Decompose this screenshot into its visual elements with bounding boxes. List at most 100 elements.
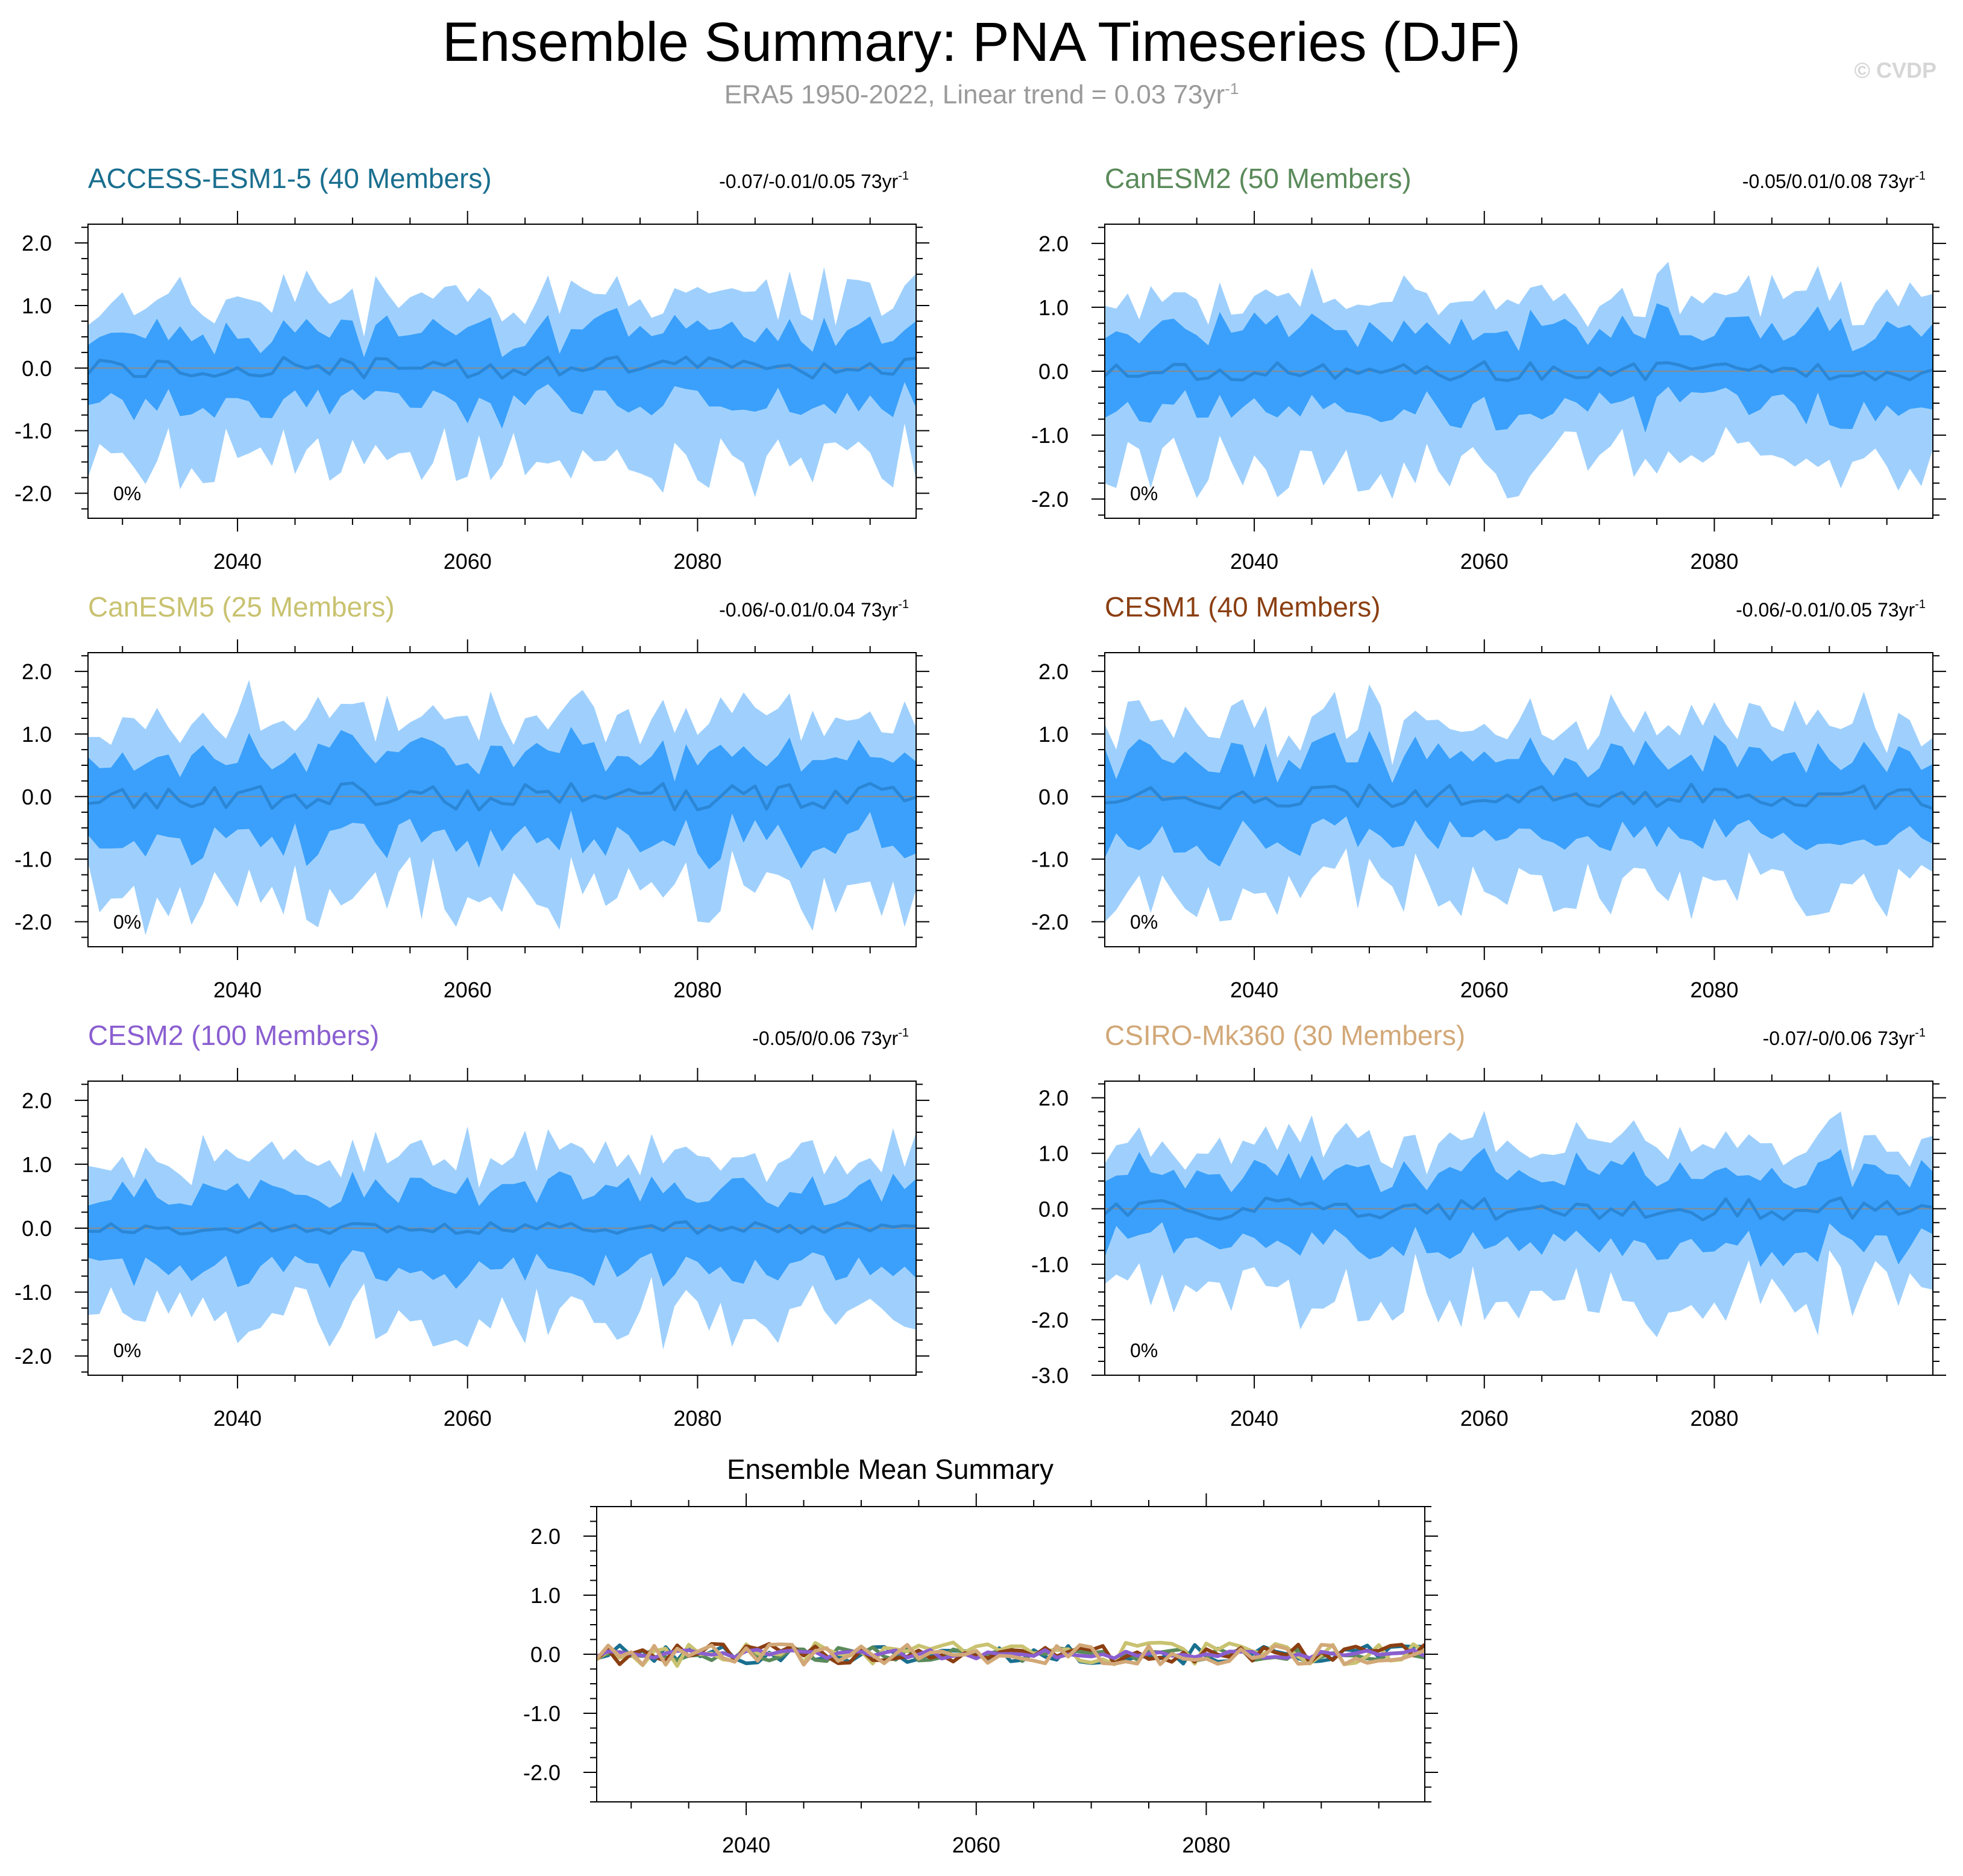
y-tick-label: 1.0 bbox=[530, 1583, 561, 1608]
trend-text: -0.05/0/0.06 73yr bbox=[752, 1027, 898, 1049]
plot-frame bbox=[87, 224, 917, 519]
x-tick-label: 2080 bbox=[1690, 977, 1738, 1002]
x-tick-label: 2080 bbox=[1690, 549, 1738, 574]
chart-panel-1: 2.0 1.0 0.0 -1.0 -2.0 2040 2060 2080 ACCESS-ESM1… bbox=[14, 163, 929, 574]
x-tick-label: 2040 bbox=[1230, 1406, 1278, 1431]
x-tick-label: 2060 bbox=[444, 1406, 492, 1431]
y-tick-label: 1.0 bbox=[22, 293, 52, 318]
y-tick-label: 0.0 bbox=[22, 785, 52, 809]
y-tick-label: -1.0 bbox=[14, 847, 52, 872]
chart-panel-3: 2.0 1.0 0.0 -1.0 -2.0 2040 2060 2080 CanESM5 (25… bbox=[14, 591, 929, 1002]
trend-text: -0.06/-0.01/0.05 73yr bbox=[1736, 599, 1915, 621]
trend-label: -0.05/0/0.06 73yr-1 bbox=[752, 1026, 909, 1049]
y-tick-label: 0.0 bbox=[530, 1642, 561, 1667]
ensemble-median-line bbox=[88, 355, 916, 380]
ensemble-median-line bbox=[88, 1220, 916, 1236]
chart-panel-5: 2.0 1.0 0.0 -1.0 -2.0 2040 2060 2080 CESM2 (100 … bbox=[14, 1020, 929, 1431]
x-tick-label: 2040 bbox=[722, 1833, 770, 1857]
y-tick-label: -1.0 bbox=[1031, 847, 1069, 872]
x-tick-label: 2080 bbox=[673, 549, 721, 574]
y-tick-label: 0.0 bbox=[1038, 785, 1069, 809]
ensemble-median-line bbox=[1105, 782, 1933, 811]
y-tick-label: -2.0 bbox=[1031, 487, 1069, 512]
y-tick-label: -2.0 bbox=[1031, 1308, 1069, 1332]
subtitle-text: ERA5 1950-2022, Linear trend = 0.03 73yr bbox=[724, 80, 1225, 110]
chart-panel-2: 2.0 1.0 0.0 -1.0 -2.0 2040 2060 2080 CanESM2 (50… bbox=[1031, 163, 1946, 574]
series-line-csiro-mk360 bbox=[597, 1642, 1425, 1667]
percent-label: 0% bbox=[113, 911, 141, 933]
plot-area bbox=[597, 1640, 1425, 1668]
y-tick-label: -1.0 bbox=[1031, 1252, 1069, 1277]
ensemble-median-line bbox=[88, 781, 916, 812]
chart-panel-7: 2.0 1.0 0.0 -1.0 -2.0 2040 2060 2080 Ensemble Me… bbox=[523, 1454, 1438, 1857]
x-tick-label: 2060 bbox=[1460, 1406, 1509, 1431]
trend-exponent: -1 bbox=[1915, 169, 1926, 183]
plot-area bbox=[88, 680, 916, 935]
y-tick-label: 2.0 bbox=[1038, 659, 1069, 684]
plot-frame bbox=[87, 652, 917, 947]
trend-label: -0.06/-0.01/0.05 73yr-1 bbox=[1736, 598, 1926, 621]
panel-title: CanESM5 (25 Members) bbox=[88, 591, 395, 623]
trend-label: -0.07/-0.01/0.05 73yr-1 bbox=[719, 169, 909, 192]
subtitle-exponent: -1 bbox=[1225, 80, 1239, 98]
panel-title: CESM2 (100 Members) bbox=[88, 1020, 379, 1051]
chart-panel-6: 2.0 1.0 0.0 -1.0 -2.0 -3.0 2040 2060 2080 CSIRO-M… bbox=[1031, 1020, 1946, 1431]
plot-area bbox=[1105, 684, 1933, 923]
trend-text: -0.05/0.01/0.08 73yr bbox=[1742, 171, 1915, 192]
trend-exponent: -1 bbox=[898, 598, 909, 611]
x-tick-label: 2040 bbox=[213, 549, 262, 574]
y-tick-label: -2.0 bbox=[14, 481, 52, 506]
trend-exponent: -1 bbox=[898, 1026, 909, 1040]
y-tick-label: 0.0 bbox=[1038, 1197, 1069, 1222]
x-tick-label: 2040 bbox=[213, 1406, 262, 1431]
y-tick-label: -3.0 bbox=[1031, 1363, 1069, 1388]
x-tick-label: 2080 bbox=[1182, 1833, 1230, 1857]
panel-title: CESM1 (40 Members) bbox=[1105, 591, 1381, 623]
trend-label: -0.07/-0/0.06 73yr-1 bbox=[1763, 1026, 1926, 1049]
plot-frame bbox=[1104, 652, 1933, 947]
chart-panel-4: 2.0 1.0 0.0 -1.0 -2.0 2040 2060 2080 CESM1 (40 M… bbox=[1031, 591, 1946, 1002]
y-tick-label: 0.0 bbox=[22, 356, 52, 381]
inner-spread-band bbox=[1105, 1147, 1933, 1267]
x-tick-label: 2060 bbox=[1460, 977, 1509, 1002]
x-tick-label: 2080 bbox=[1690, 1406, 1738, 1431]
x-tick-label: 2060 bbox=[1460, 549, 1509, 574]
percent-label: 0% bbox=[1130, 911, 1158, 933]
panel-title: ACCESS-ESM1-5 (40 Members) bbox=[88, 163, 492, 194]
y-tick-label: 2.0 bbox=[22, 1088, 52, 1113]
y-tick-label: -1.0 bbox=[14, 1280, 52, 1305]
trend-text: -0.07/-0.01/0.05 73yr bbox=[719, 171, 898, 192]
plot-area bbox=[88, 1126, 916, 1350]
trend-exponent: -1 bbox=[1915, 598, 1926, 611]
plot-area bbox=[1105, 262, 1933, 499]
y-tick-label: 2.0 bbox=[22, 659, 52, 684]
trend-text: -0.06/-0.01/0.04 73yr bbox=[719, 599, 898, 621]
percent-label: 0% bbox=[113, 1340, 141, 1361]
x-tick-label: 2060 bbox=[444, 549, 492, 574]
y-tick-label: 1.0 bbox=[1038, 295, 1069, 320]
plot-frame bbox=[1104, 1081, 1933, 1376]
trend-label: -0.05/0.01/0.08 73yr-1 bbox=[1742, 169, 1926, 192]
x-tick-label: 2060 bbox=[444, 977, 492, 1002]
x-tick-label: 2080 bbox=[673, 977, 721, 1002]
y-tick-label: -2.0 bbox=[14, 909, 52, 934]
y-tick-label: -1.0 bbox=[1031, 423, 1069, 448]
y-tick-label: 1.0 bbox=[22, 1152, 52, 1177]
ensemble-median-line bbox=[1105, 1196, 1933, 1222]
x-tick-label: 2040 bbox=[213, 977, 262, 1002]
inner-spread-band bbox=[88, 727, 916, 870]
trend-exponent: -1 bbox=[898, 169, 909, 183]
inner-spread-band bbox=[1105, 730, 1933, 867]
inner-spread-band bbox=[1105, 303, 1933, 433]
ensemble-median-line bbox=[1105, 360, 1933, 382]
y-tick-label: 2.0 bbox=[22, 231, 52, 256]
y-tick-label: -2.0 bbox=[523, 1760, 561, 1785]
percent-label: 0% bbox=[1130, 1340, 1158, 1361]
subtitle: ERA5 1950-2022, Linear trend = 0.03 73yr… bbox=[0, 80, 1963, 110]
y-tick-label: 2.0 bbox=[1038, 1086, 1069, 1111]
cvdp-watermark: © CVDP bbox=[1854, 58, 1936, 83]
y-tick-label: 2.0 bbox=[530, 1524, 561, 1549]
percent-label: 0% bbox=[113, 483, 141, 504]
panel-title: CSIRO-Mk360 (30 Members) bbox=[1105, 1020, 1465, 1051]
